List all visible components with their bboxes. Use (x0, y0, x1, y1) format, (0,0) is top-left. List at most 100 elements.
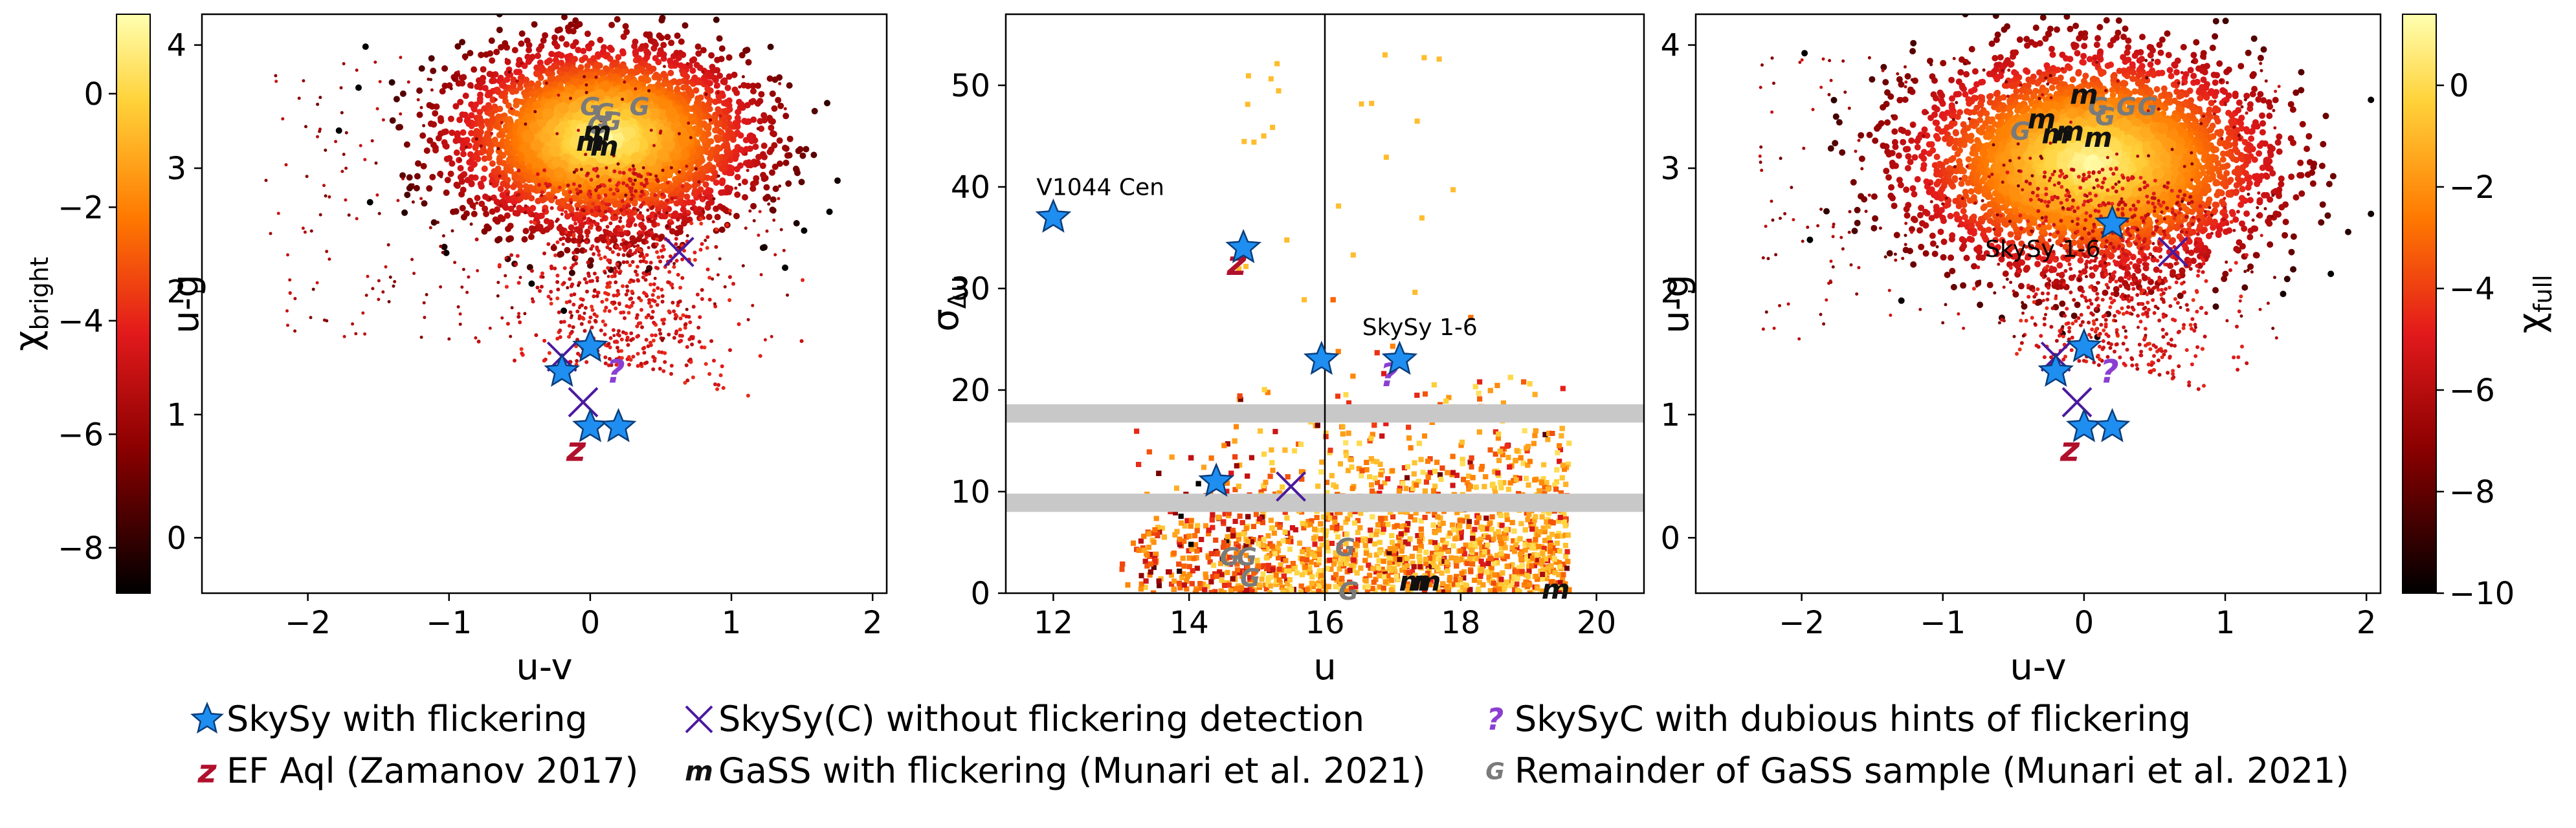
density-point (611, 328, 616, 332)
density-point (601, 183, 606, 188)
density-point (381, 290, 385, 294)
density-point (542, 358, 546, 363)
left-density-cloud (264, 14, 841, 398)
density-point (632, 38, 639, 45)
density-point (375, 193, 379, 197)
density-point (608, 336, 613, 340)
density-point (531, 213, 535, 217)
density-point (406, 174, 413, 181)
density-point (650, 315, 654, 320)
density-point (668, 39, 675, 47)
density-point (672, 210, 679, 217)
density-point (522, 131, 535, 144)
density-point (721, 386, 726, 390)
density-point (467, 151, 474, 158)
density-point (639, 194, 643, 199)
density-point (585, 289, 589, 294)
density-point (564, 210, 568, 214)
density-point (509, 88, 516, 95)
density-point (727, 275, 732, 279)
density-point (554, 27, 561, 34)
density-point (447, 115, 454, 122)
density-point (432, 147, 439, 154)
density-point (536, 213, 543, 220)
density-point (595, 314, 599, 318)
density-point (507, 205, 515, 212)
density-point (516, 204, 523, 212)
density-point (700, 288, 704, 292)
density-point (644, 272, 649, 277)
density-point (389, 117, 396, 124)
density-point (639, 298, 643, 303)
density-point (518, 40, 525, 47)
density-point (510, 149, 517, 157)
density-point (621, 260, 626, 265)
density-point (659, 14, 666, 21)
density-point (616, 345, 619, 350)
density-point (660, 318, 665, 322)
density-point (667, 58, 674, 64)
density-point (769, 90, 776, 97)
density-point (539, 131, 551, 144)
density-point (601, 201, 605, 205)
density-point (656, 286, 660, 290)
density-point (572, 250, 576, 255)
density-point (564, 246, 571, 254)
density-point (549, 145, 561, 157)
density-point (647, 298, 652, 302)
density-point (547, 351, 551, 355)
density-point (584, 280, 589, 285)
density-point (621, 199, 625, 203)
density-point (776, 137, 783, 144)
density-point (733, 89, 740, 96)
density-point (656, 148, 669, 160)
density-point (623, 245, 627, 249)
density-point (583, 221, 587, 225)
density-point (505, 192, 510, 196)
density-point (728, 348, 732, 353)
density-point (716, 91, 720, 94)
density-point (645, 253, 649, 257)
density-point (529, 232, 533, 235)
density-point (624, 292, 628, 297)
density-point (770, 131, 777, 138)
density-point (645, 240, 649, 245)
density-point (612, 169, 617, 173)
density-point (663, 351, 667, 355)
density-point (580, 47, 587, 54)
density-point (628, 168, 632, 172)
density-point (522, 192, 529, 199)
density-point (461, 53, 469, 60)
density-point (635, 265, 639, 269)
density-point (709, 118, 712, 122)
density-point (670, 221, 674, 225)
density-point (620, 69, 627, 76)
density-point (698, 315, 702, 320)
density-point (584, 228, 591, 235)
density-point (721, 77, 728, 84)
density-point (645, 63, 652, 71)
density-point (638, 230, 642, 234)
density-point (644, 315, 649, 320)
density-point (584, 360, 589, 364)
density-point (689, 136, 693, 140)
density-point (555, 240, 560, 245)
density-point (439, 88, 446, 95)
density-point (793, 220, 800, 227)
density-point (582, 217, 586, 221)
density-point (603, 255, 607, 259)
density-point (550, 206, 554, 210)
density-point (564, 230, 568, 234)
density-point (642, 290, 646, 295)
density-point (727, 185, 734, 192)
density-point (670, 196, 674, 201)
density-point (756, 127, 760, 131)
density-point (679, 338, 683, 343)
density-point (685, 183, 693, 190)
density-point (622, 204, 626, 209)
density-point (482, 193, 489, 201)
density-point (630, 289, 634, 294)
density-point (504, 285, 509, 289)
density-point (772, 76, 779, 83)
density-point (575, 47, 582, 54)
